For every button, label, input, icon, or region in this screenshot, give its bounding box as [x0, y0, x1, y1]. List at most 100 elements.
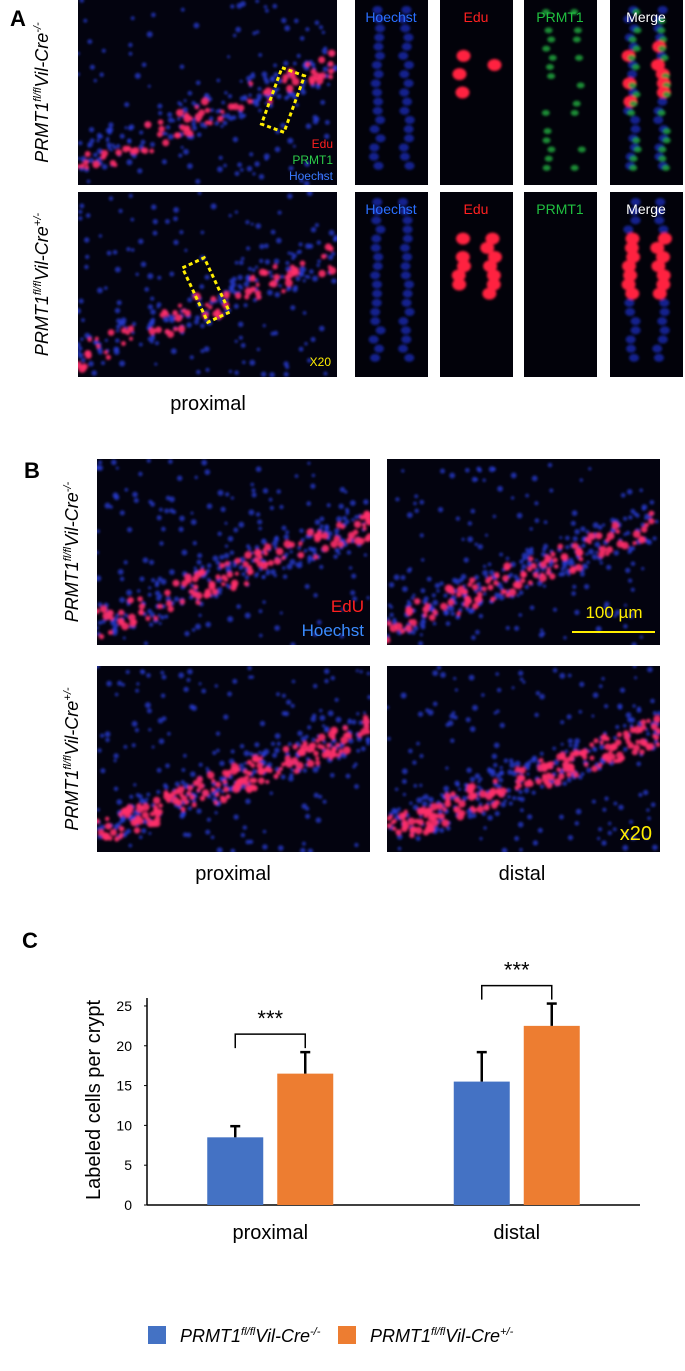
- nucleus: [204, 469, 211, 475]
- nucleus: [408, 567, 412, 571]
- edu-cell: [444, 584, 453, 593]
- nucleus: [119, 133, 125, 139]
- nucleus: [365, 736, 370, 742]
- nucleus: [594, 541, 601, 548]
- edu-cell: [335, 742, 340, 748]
- edu-cell: [97, 608, 100, 615]
- cell: [372, 198, 383, 206]
- edu-cell: [453, 807, 458, 812]
- nucleus: [246, 165, 253, 172]
- edu-cell: [233, 766, 241, 773]
- edu-cell: [117, 618, 125, 626]
- nucleus: [645, 836, 649, 840]
- nucleus: [131, 720, 138, 727]
- prmt1-cell: [662, 137, 671, 144]
- nucleus: [280, 774, 286, 780]
- nucleus: [387, 736, 391, 741]
- edu-cell: [651, 59, 666, 71]
- nucleus: [99, 72, 104, 77]
- micrograph: [610, 192, 683, 377]
- edu-cell: [283, 760, 289, 766]
- prmt1-cell: [541, 109, 550, 116]
- prmt1-cell: [658, 45, 667, 52]
- nucleus: [184, 631, 190, 637]
- nucleus: [269, 274, 274, 278]
- nucleus: [187, 668, 193, 675]
- cell: [375, 134, 386, 143]
- cell: [371, 61, 382, 69]
- edu-cell: [342, 725, 349, 731]
- nucleus: [195, 623, 201, 630]
- nucleus: [324, 120, 330, 125]
- nucleus: [450, 738, 455, 743]
- nucleus: [233, 527, 239, 533]
- nucleus: [560, 720, 565, 725]
- edu-cell: [362, 523, 367, 528]
- prmt1-cell: [657, 18, 666, 25]
- nucleus: [479, 837, 483, 841]
- nucleus: [101, 361, 105, 365]
- edu-cell: [455, 86, 470, 99]
- edu-cell: [546, 761, 552, 767]
- nucleus: [232, 136, 239, 143]
- edu-cell: [144, 121, 152, 129]
- nucleus: [264, 259, 270, 265]
- nucleus: [476, 582, 481, 586]
- nucleus: [300, 537, 305, 542]
- micrograph: [355, 192, 428, 377]
- nucleus: [345, 507, 349, 512]
- edu-cell: [456, 232, 471, 245]
- genotype-part: fl/fl: [431, 1326, 446, 1338]
- edu-cell: [133, 827, 141, 834]
- cell: [402, 234, 413, 243]
- nuclei: [387, 462, 659, 645]
- nucleus: [317, 259, 321, 264]
- nucleus: [585, 552, 589, 556]
- nucleus: [302, 311, 307, 315]
- edu-cell: [125, 145, 132, 152]
- nucleus: [615, 725, 620, 729]
- edu-cell: [204, 302, 210, 307]
- nucleus: [623, 831, 629, 837]
- nucleus: [167, 732, 171, 736]
- nucleus: [261, 751, 267, 757]
- nucleus: [205, 621, 211, 628]
- edu-cell: [573, 772, 579, 778]
- edu-cell: [593, 738, 599, 744]
- nucleus: [205, 767, 209, 771]
- nucleus: [634, 676, 638, 680]
- nucleus: [598, 827, 603, 832]
- nucleus: [126, 589, 133, 596]
- edu-cell: [408, 619, 413, 624]
- nucleus: [318, 794, 323, 799]
- nucleus: [227, 616, 234, 623]
- edu-cell: [469, 805, 475, 811]
- edu-cell: [237, 104, 245, 112]
- edu-cell: [211, 588, 218, 595]
- edu-cell: [631, 749, 638, 756]
- nucleus: [100, 733, 105, 738]
- nucleus: [584, 584, 590, 590]
- edu-cell: [118, 812, 123, 817]
- cell: [373, 161, 384, 170]
- nucleus: [514, 625, 520, 631]
- edu-cell: [162, 139, 170, 147]
- nucleus: [286, 287, 291, 292]
- nucleus: [638, 792, 643, 798]
- nucleus: [334, 528, 340, 534]
- nucleus: [96, 132, 102, 138]
- nucleus: [401, 768, 408, 775]
- micrograph: [524, 192, 597, 377]
- edu-cell: [560, 755, 567, 761]
- nucleus: [248, 266, 252, 271]
- nucleus: [292, 144, 296, 148]
- edu-cell: [193, 584, 199, 590]
- nucleus: [274, 747, 280, 754]
- nucleus: [116, 318, 122, 324]
- magnification: X20: [310, 355, 332, 369]
- edu-cell: [539, 574, 547, 582]
- edu-cell: [645, 744, 651, 749]
- edu-cell: [84, 165, 89, 170]
- edu-cell: [653, 715, 660, 723]
- edu-cell: [230, 585, 237, 592]
